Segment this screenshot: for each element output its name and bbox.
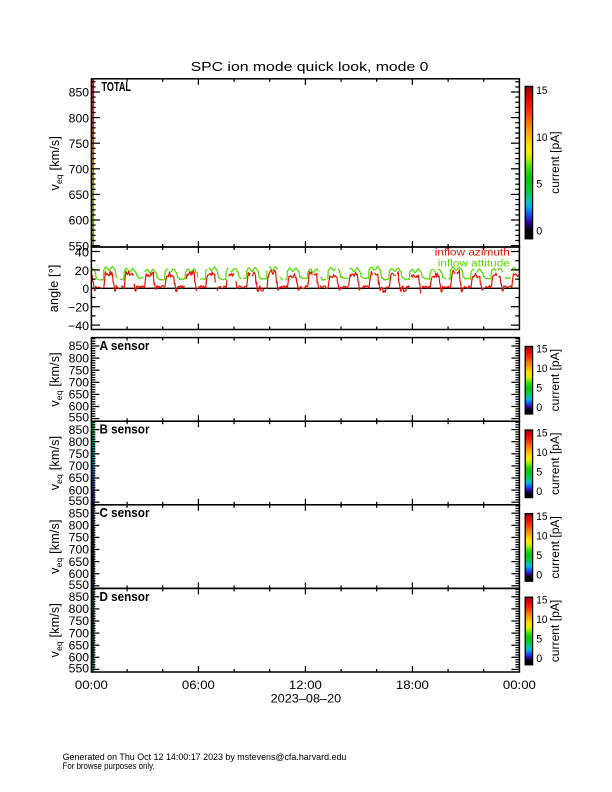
svg-text:20: 20 <box>75 264 90 278</box>
svg-text:15: 15 <box>536 427 547 439</box>
svg-text:850: 850 <box>69 86 90 100</box>
svg-text:550: 550 <box>69 661 90 675</box>
svg-text:5: 5 <box>536 383 542 395</box>
svg-text:850: 850 <box>69 339 90 353</box>
svg-text:550: 550 <box>69 239 90 253</box>
svg-text:B sensor: B sensor <box>100 423 150 437</box>
svg-text:15: 15 <box>536 511 547 523</box>
svg-text:current [pA]: current [pA] <box>548 131 562 194</box>
svg-text:D sensor: D sensor <box>100 590 150 604</box>
svg-text:5: 5 <box>536 179 542 191</box>
svg-text:5: 5 <box>536 550 542 562</box>
svg-text:750: 750 <box>69 363 90 377</box>
svg-text:0: 0 <box>536 569 542 581</box>
svg-text:600: 600 <box>69 567 90 581</box>
svg-text:Generated on Thu Oct 12 14:00:: Generated on Thu Oct 12 14:00:17 2023 by… <box>63 752 347 762</box>
svg-text:06:00: 06:00 <box>182 678 215 692</box>
svg-text:10: 10 <box>536 614 547 626</box>
svg-text:700: 700 <box>69 376 90 390</box>
svg-text:750: 750 <box>69 137 90 151</box>
svg-text:10: 10 <box>536 132 547 144</box>
svg-text:18:00: 18:00 <box>396 678 429 692</box>
svg-text:inflow azimuth: inflow azimuth <box>435 248 510 259</box>
svg-text:650: 650 <box>69 555 90 569</box>
svg-text:750: 750 <box>69 614 90 628</box>
svg-text:800: 800 <box>69 111 90 125</box>
svg-text:550: 550 <box>69 578 90 592</box>
svg-text:A sensor: A sensor <box>100 339 150 353</box>
svg-text:550: 550 <box>69 411 90 425</box>
svg-text:650: 650 <box>69 471 90 485</box>
svg-text:15: 15 <box>536 344 547 356</box>
svg-text:0: 0 <box>536 653 542 665</box>
svg-text:600: 600 <box>69 483 90 497</box>
svg-text:700: 700 <box>69 459 90 473</box>
svg-text:850: 850 <box>69 506 90 520</box>
svg-text:5: 5 <box>536 466 542 478</box>
svg-text:2023–08–20: 2023–08–20 <box>271 692 342 706</box>
svg-text:0: 0 <box>82 282 89 296</box>
svg-text:10: 10 <box>536 447 547 459</box>
svg-text:10: 10 <box>536 530 547 542</box>
svg-text:For browse purposes only.: For browse purposes only. <box>63 761 155 771</box>
svg-text:−20: −20 <box>68 301 89 315</box>
svg-text:15: 15 <box>536 595 547 607</box>
svg-text:5: 5 <box>536 634 542 646</box>
svg-text:angle [°]: angle [°] <box>47 264 61 312</box>
svg-text:850: 850 <box>69 423 90 437</box>
svg-text:current [pA]: current [pA] <box>548 433 562 496</box>
svg-text:850: 850 <box>69 590 90 604</box>
svg-text:800: 800 <box>69 602 90 616</box>
svg-text:700: 700 <box>69 626 90 640</box>
svg-text:0: 0 <box>536 402 542 414</box>
svg-text:600: 600 <box>69 214 90 228</box>
svg-text:0: 0 <box>536 486 542 498</box>
svg-text:750: 750 <box>69 531 90 545</box>
svg-text:15: 15 <box>536 85 547 97</box>
svg-text:12:00: 12:00 <box>289 678 322 692</box>
svg-text:700: 700 <box>69 163 90 177</box>
svg-text:650: 650 <box>69 638 90 652</box>
svg-text:TOTAL: TOTAL <box>102 80 132 94</box>
svg-text:800: 800 <box>69 519 90 533</box>
svg-text:700: 700 <box>69 543 90 557</box>
svg-text:600: 600 <box>69 400 90 414</box>
svg-text:current [pA]: current [pA] <box>548 516 562 579</box>
svg-text:40: 40 <box>75 245 90 259</box>
svg-text:inflow attitude: inflow attitude <box>438 259 511 270</box>
svg-text:800: 800 <box>69 351 90 365</box>
svg-text:10: 10 <box>536 363 547 375</box>
svg-text:750: 750 <box>69 447 90 461</box>
svg-text:current [pA]: current [pA] <box>548 600 562 663</box>
svg-text:0: 0 <box>536 226 542 238</box>
svg-text:00:00: 00:00 <box>75 678 108 692</box>
svg-text:SPC ion mode quick look, mode: SPC ion mode quick look, mode 0 <box>191 59 429 74</box>
svg-text:current [pA]: current [pA] <box>548 349 562 412</box>
svg-text:00:00: 00:00 <box>503 678 536 692</box>
svg-text:600: 600 <box>69 651 90 665</box>
svg-text:C sensor: C sensor <box>100 506 150 520</box>
svg-text:550: 550 <box>69 494 90 508</box>
svg-text:−40: −40 <box>68 319 89 333</box>
svg-text:650: 650 <box>69 188 90 202</box>
svg-text:650: 650 <box>69 388 90 402</box>
svg-text:800: 800 <box>69 435 90 449</box>
